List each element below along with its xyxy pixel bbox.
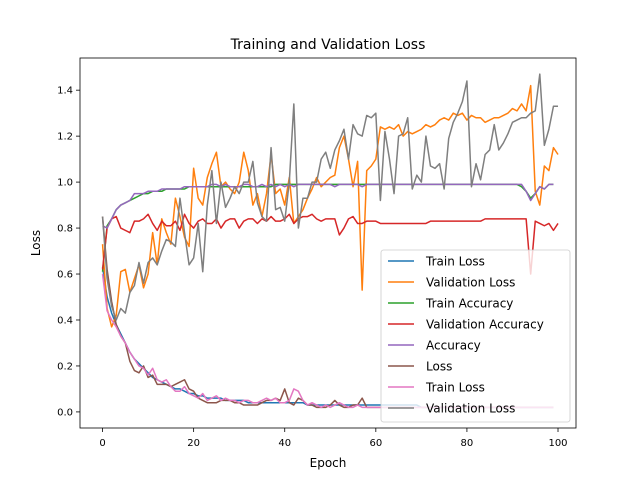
- x-tick-label: 80: [461, 438, 474, 449]
- x-tick-label: 0: [99, 438, 105, 449]
- legend-label: Loss: [426, 360, 452, 374]
- legend-label: Validation Loss: [426, 402, 515, 416]
- legend-label: Train Loss: [425, 255, 485, 269]
- y-tick-label: 1.0: [57, 178, 73, 189]
- legend-label: Accuracy: [426, 339, 481, 353]
- legend-label: Validation Accuracy: [426, 318, 544, 332]
- y-tick-label: 1.4: [57, 86, 73, 97]
- series-line-4: [102, 183, 554, 229]
- y-axis-label: Loss: [29, 230, 43, 256]
- legend-box: [380, 249, 571, 423]
- legend-label: Train Loss: [425, 381, 485, 395]
- legend-label: Train Accuracy: [425, 297, 513, 311]
- x-axis-label: Epoch: [310, 456, 347, 470]
- x-tick-label: 20: [187, 438, 200, 449]
- plot-frame: [79, 57, 577, 429]
- y-tick-label: 0.8: [57, 224, 73, 235]
- legend: Train Loss Validation Loss Train Accuracy V…: [380, 249, 571, 423]
- x-tick-label: 40: [278, 438, 291, 449]
- legend-label: Validation Loss: [426, 276, 515, 290]
- chart-title: Training and Validation Loss: [230, 37, 426, 53]
- axes-layer: 0 20 40 60 80 100 0.0 0.2 0.4 0.6 0.8 1.0 1.2 1.4: [57, 86, 567, 449]
- y-tick-label: 0.0: [57, 407, 73, 418]
- y-tick-label: 0.2: [57, 361, 73, 372]
- y-tick-label: 0.6: [57, 270, 73, 281]
- y-tick-label: 1.2: [57, 132, 73, 143]
- series-line-3: [101, 213, 559, 275]
- x-tick-label: 100: [548, 438, 567, 449]
- x-tick-label: 60: [369, 438, 382, 449]
- series-line-7: [101, 73, 559, 321]
- y-tick-label: 0.4: [57, 315, 73, 326]
